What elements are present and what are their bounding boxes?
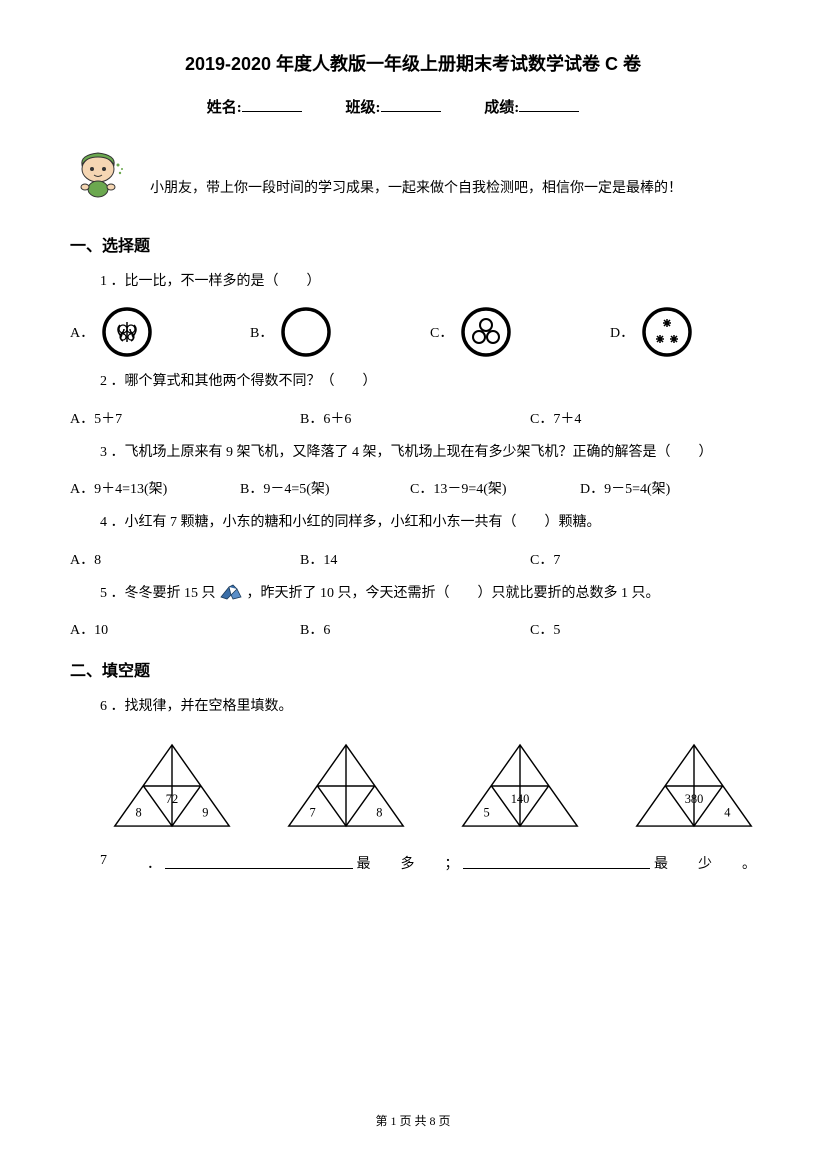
- student-info-line: 姓名: 班级: 成绩:: [70, 96, 756, 117]
- class-label: 班级:: [346, 100, 381, 116]
- q3-option-a[interactable]: A．9＋4=13(架): [70, 478, 240, 498]
- stars-circle-icon: [642, 307, 692, 357]
- score-label: 成绩:: [484, 100, 519, 116]
- circles-circle-icon: [461, 307, 511, 357]
- q5-pre: 5 ．冬冬要折 15 只: [100, 586, 216, 601]
- question-5: 5 ．冬冬要折 15 只 ，昨天折了 10 只，今天还需折（ ）只就比要折的总数…: [100, 583, 756, 605]
- section-2-header: 二、填空题: [70, 657, 756, 681]
- q1-b-label: B．: [250, 322, 273, 342]
- q2-option-b[interactable]: B．6＋6: [300, 408, 530, 428]
- q1-option-c[interactable]: C．: [430, 307, 610, 357]
- score-blank[interactable]: [519, 111, 579, 112]
- moons-circle-icon: [281, 307, 331, 357]
- q2-option-c[interactable]: C．7＋4: [530, 408, 756, 428]
- q1-option-d[interactable]: D．: [610, 307, 692, 357]
- intro-text: 小朋友，带上你一段时间的学习成果，一起来做个自我检测吧，相信你一定是最棒的！: [150, 177, 682, 202]
- q1-option-b[interactable]: B．: [250, 307, 430, 357]
- mascot-icon: [70, 147, 130, 202]
- q7-least: 最: [654, 853, 668, 873]
- q7-dot: ．: [147, 853, 161, 873]
- q3-option-d[interactable]: D．9－5=4(架): [580, 478, 756, 498]
- butterfly-circle-icon: [102, 307, 152, 357]
- q4-options: A．8 B．14 C．7: [70, 549, 756, 569]
- q2-options: A．5＋7 B．6＋6 C．7＋4: [70, 408, 756, 428]
- name-label: 姓名:: [207, 100, 242, 116]
- intro-row: 小朋友，带上你一段时间的学习成果，一起来做个自我检测吧，相信你一定是最棒的！: [70, 147, 756, 202]
- q7-num: 7: [100, 853, 107, 873]
- q1-c-label: C．: [430, 322, 453, 342]
- svg-text:4: 4: [724, 806, 730, 820]
- triangle-1: 72 8 9: [110, 738, 234, 833]
- page-footer: 第 1 页 共 8 页: [0, 1112, 826, 1129]
- question-6: 6 ．找规律，并在空格里填数。: [100, 696, 756, 718]
- q3-option-b[interactable]: B．9－4=5(架): [240, 478, 410, 498]
- q7-many: 多: [401, 853, 415, 873]
- question-7: 7 ． 最 多 ； 最 少 。: [100, 853, 756, 873]
- question-2: 2 ．哪个算式和其他两个得数不同？（ ）: [100, 371, 756, 393]
- q7-blank-1[interactable]: [165, 853, 353, 869]
- q5-post: ，昨天折了 10 只，今天还需折（ ）只就比要折的总数多 1 只。: [247, 586, 660, 601]
- svg-text:8: 8: [376, 806, 382, 820]
- svg-text:380: 380: [685, 792, 704, 806]
- question-4: 4 ．小红有 7 颗糖，小东的糖和小红的同样多，小红和小东一共有（ ）颗糖。: [100, 512, 756, 534]
- q7-blank-2[interactable]: [463, 853, 651, 869]
- svg-text:7: 7: [310, 806, 316, 820]
- svg-text:9: 9: [202, 806, 208, 820]
- q5-options: A．10 B．6 C．5: [70, 619, 756, 639]
- q4-option-b[interactable]: B．14: [300, 549, 530, 569]
- section-1-header: 一、选择题: [70, 232, 756, 256]
- question-3: 3 ．飞机场上原来有 9 架飞机，又降落了 4 架，飞机场上现在有多少架飞机？正…: [100, 442, 756, 464]
- exam-title: 2019-2020 年度人教版一年级上册期末考试数学试卷 C 卷: [70, 50, 756, 76]
- triangle-2: 7 8: [284, 738, 408, 833]
- q7-few: 少: [698, 853, 712, 873]
- svg-text:72: 72: [166, 792, 178, 806]
- q7-period: 。: [742, 853, 756, 873]
- triangle-3: 140 5: [458, 738, 582, 833]
- triangle-4: 380 4: [632, 738, 756, 833]
- q3-options: A．9＋4=13(架) B．9－4=5(架) C．13－9=4(架) D．9－5…: [70, 478, 756, 498]
- q7-semi: ；: [445, 853, 459, 873]
- q5-option-c[interactable]: C．5: [530, 619, 756, 639]
- q1-d-label: D．: [610, 322, 634, 342]
- paper-crane-icon: [219, 583, 243, 603]
- q3-option-c[interactable]: C．13－9=4(架): [410, 478, 580, 498]
- name-blank[interactable]: [242, 111, 302, 112]
- triangle-diagrams-row: 72 8 9 7 8 140 5 380 4: [110, 738, 756, 833]
- q1-a-label: A．: [70, 322, 94, 342]
- q7-most: 最: [357, 853, 371, 873]
- svg-text:140: 140: [511, 792, 530, 806]
- q1-option-a[interactable]: A．: [70, 307, 250, 357]
- q2-option-a[interactable]: A．5＋7: [70, 408, 300, 428]
- svg-text:5: 5: [484, 806, 490, 820]
- q5-option-b[interactable]: B．6: [300, 619, 530, 639]
- q4-option-c[interactable]: C．7: [530, 549, 756, 569]
- svg-text:8: 8: [136, 806, 142, 820]
- q1-options: A． B． C． D．: [70, 307, 756, 357]
- question-1: 1 ．比一比，不一样多的是（ ）: [100, 271, 756, 293]
- q5-option-a[interactable]: A．10: [70, 619, 300, 639]
- q4-option-a[interactable]: A．8: [70, 549, 300, 569]
- class-blank[interactable]: [381, 111, 441, 112]
